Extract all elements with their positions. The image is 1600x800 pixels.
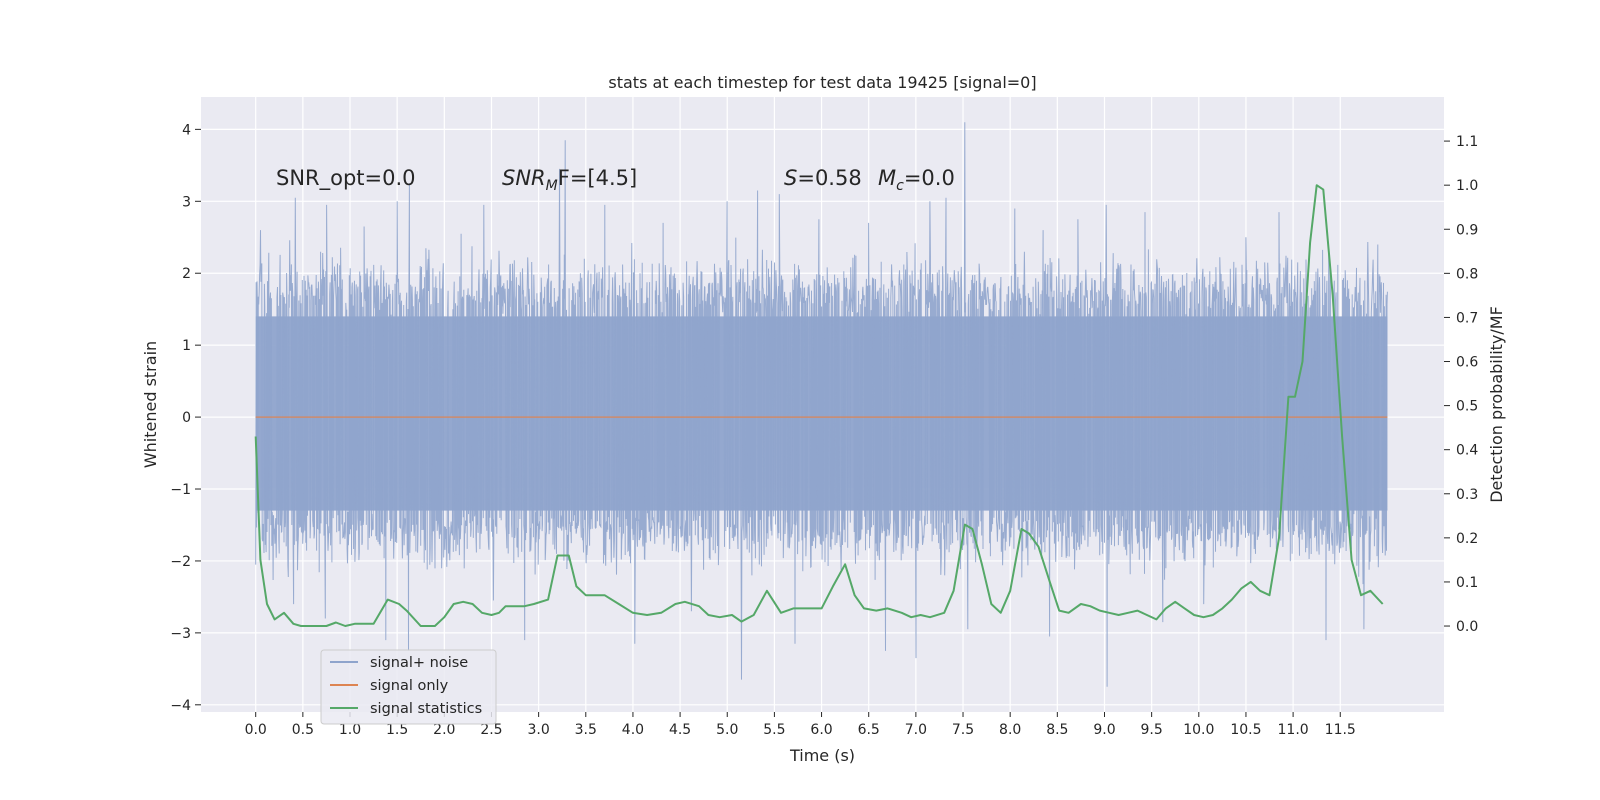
y-axis-label-right: Detection probability/MF xyxy=(1487,306,1506,503)
series-signal-noise xyxy=(255,122,1388,687)
y-tick-label-right-11: 1.1 xyxy=(1456,134,1478,150)
y-tick-label-left-6: 2 xyxy=(182,266,191,282)
y-tick-label-right-1: 0.1 xyxy=(1456,575,1478,591)
legend-label-signal-only: signal only xyxy=(370,678,449,694)
mc-tail: =0.0 xyxy=(904,166,955,190)
x-tick-label-6: 3.0 xyxy=(527,722,549,738)
x-tick-label-14: 7.0 xyxy=(905,722,927,738)
x-tick-label-0: 0.0 xyxy=(245,722,267,738)
signal-statistics-line xyxy=(254,184,1384,627)
chart-title: stats at each timestep for test data 194… xyxy=(608,73,1036,92)
legend-box xyxy=(320,649,497,725)
x-tick-label-9: 4.5 xyxy=(669,722,691,738)
snr-mf-main: SNR xyxy=(502,166,546,190)
x-tick-label-12: 6.0 xyxy=(810,722,832,738)
legend-label-signal-statistics: signal statistics xyxy=(370,701,482,717)
mc-main: M xyxy=(878,166,896,190)
x-tick-label-19: 9.5 xyxy=(1141,722,1163,738)
y-tick-label-left-5: 1 xyxy=(182,338,191,354)
x-axis-label: Time (s) xyxy=(789,746,855,765)
x-tick-label-8: 4.0 xyxy=(622,722,644,738)
snr-mf-tail: F=[4.5] xyxy=(558,166,637,190)
y-tick-label-right-8: 0.8 xyxy=(1456,266,1478,282)
x-tick-label-22: 11.0 xyxy=(1278,722,1309,738)
axis-ticks: 0.0 0.5 1.0 1.5 2.0 2.5 3.0 3.5 4.0 4.5 5.0 5.5 6.0 6… xyxy=(170,122,1478,738)
stat-s-main: S xyxy=(784,166,797,190)
annotation-statistic: S=0.58 xyxy=(784,166,862,190)
y-tick-label-left-8: 4 xyxy=(182,122,191,138)
y-tick-label-left-1: −3 xyxy=(170,626,191,642)
x-tick-label-21: 10.5 xyxy=(1230,722,1261,738)
y-tick-label-right-10: 1.0 xyxy=(1456,178,1478,194)
y-tick-label-left-0: −4 xyxy=(170,698,191,714)
x-tick-label-16: 8.0 xyxy=(999,722,1021,738)
x-tick-label-10: 5.0 xyxy=(716,722,738,738)
x-tick-label-1: 0.5 xyxy=(292,722,314,738)
x-tick-label-18: 9.0 xyxy=(1093,722,1115,738)
series-signal-statistics xyxy=(254,184,1384,627)
annotation-snr-mf: SNRMF=[4.5] xyxy=(502,166,637,194)
y-tick-label-right-6: 0.6 xyxy=(1456,355,1478,371)
x-tick-label-3: 1.5 xyxy=(386,722,408,738)
x-tick-label-4: 2.0 xyxy=(433,722,455,738)
y-tick-label-right-2: 0.2 xyxy=(1456,531,1478,547)
x-tick-label-17: 8.5 xyxy=(1046,722,1068,738)
y-tick-label-right-4: 0.4 xyxy=(1456,443,1478,459)
y-tick-label-left-7: 3 xyxy=(182,194,191,210)
annotation-snr-opt: SNR_opt=0.0 xyxy=(276,166,416,191)
x-tick-label-2: 1.0 xyxy=(339,722,361,738)
legend-label-signal-noise: signal+ noise xyxy=(370,655,468,671)
x-tick-label-23: 11.5 xyxy=(1325,722,1356,738)
stat-s-tail: =0.58 xyxy=(797,166,861,190)
x-tick-label-13: 6.5 xyxy=(858,722,880,738)
x-tick-label-11: 5.5 xyxy=(763,722,785,738)
y-tick-label-right-3: 0.3 xyxy=(1456,487,1478,503)
y-tick-label-left-2: −2 xyxy=(170,554,191,570)
y-tick-label-right-9: 0.9 xyxy=(1456,222,1478,238)
legend: signal+ noise signal only signal statist… xyxy=(320,649,497,725)
x-tick-label-20: 10.0 xyxy=(1183,722,1214,738)
mc-sub: c xyxy=(896,178,904,194)
x-tick-label-5: 2.5 xyxy=(480,722,502,738)
y-tick-label-right-7: 0.7 xyxy=(1456,310,1478,326)
y-tick-label-right-5: 0.5 xyxy=(1456,399,1478,415)
x-tick-label-15: 7.5 xyxy=(952,722,974,738)
x-tick-label-7: 3.5 xyxy=(575,722,597,738)
y-tick-label-left-3: −1 xyxy=(170,482,191,498)
snr-mf-sub: M xyxy=(546,178,558,194)
y-axis-label-left: Whitened strain xyxy=(141,341,160,468)
annotation-chirp-mass: Mc=0.0 xyxy=(878,166,955,194)
y-tick-label-left-4: 0 xyxy=(182,410,191,426)
y-tick-label-right-0: 0.0 xyxy=(1456,619,1478,635)
noise-line xyxy=(255,122,1388,687)
